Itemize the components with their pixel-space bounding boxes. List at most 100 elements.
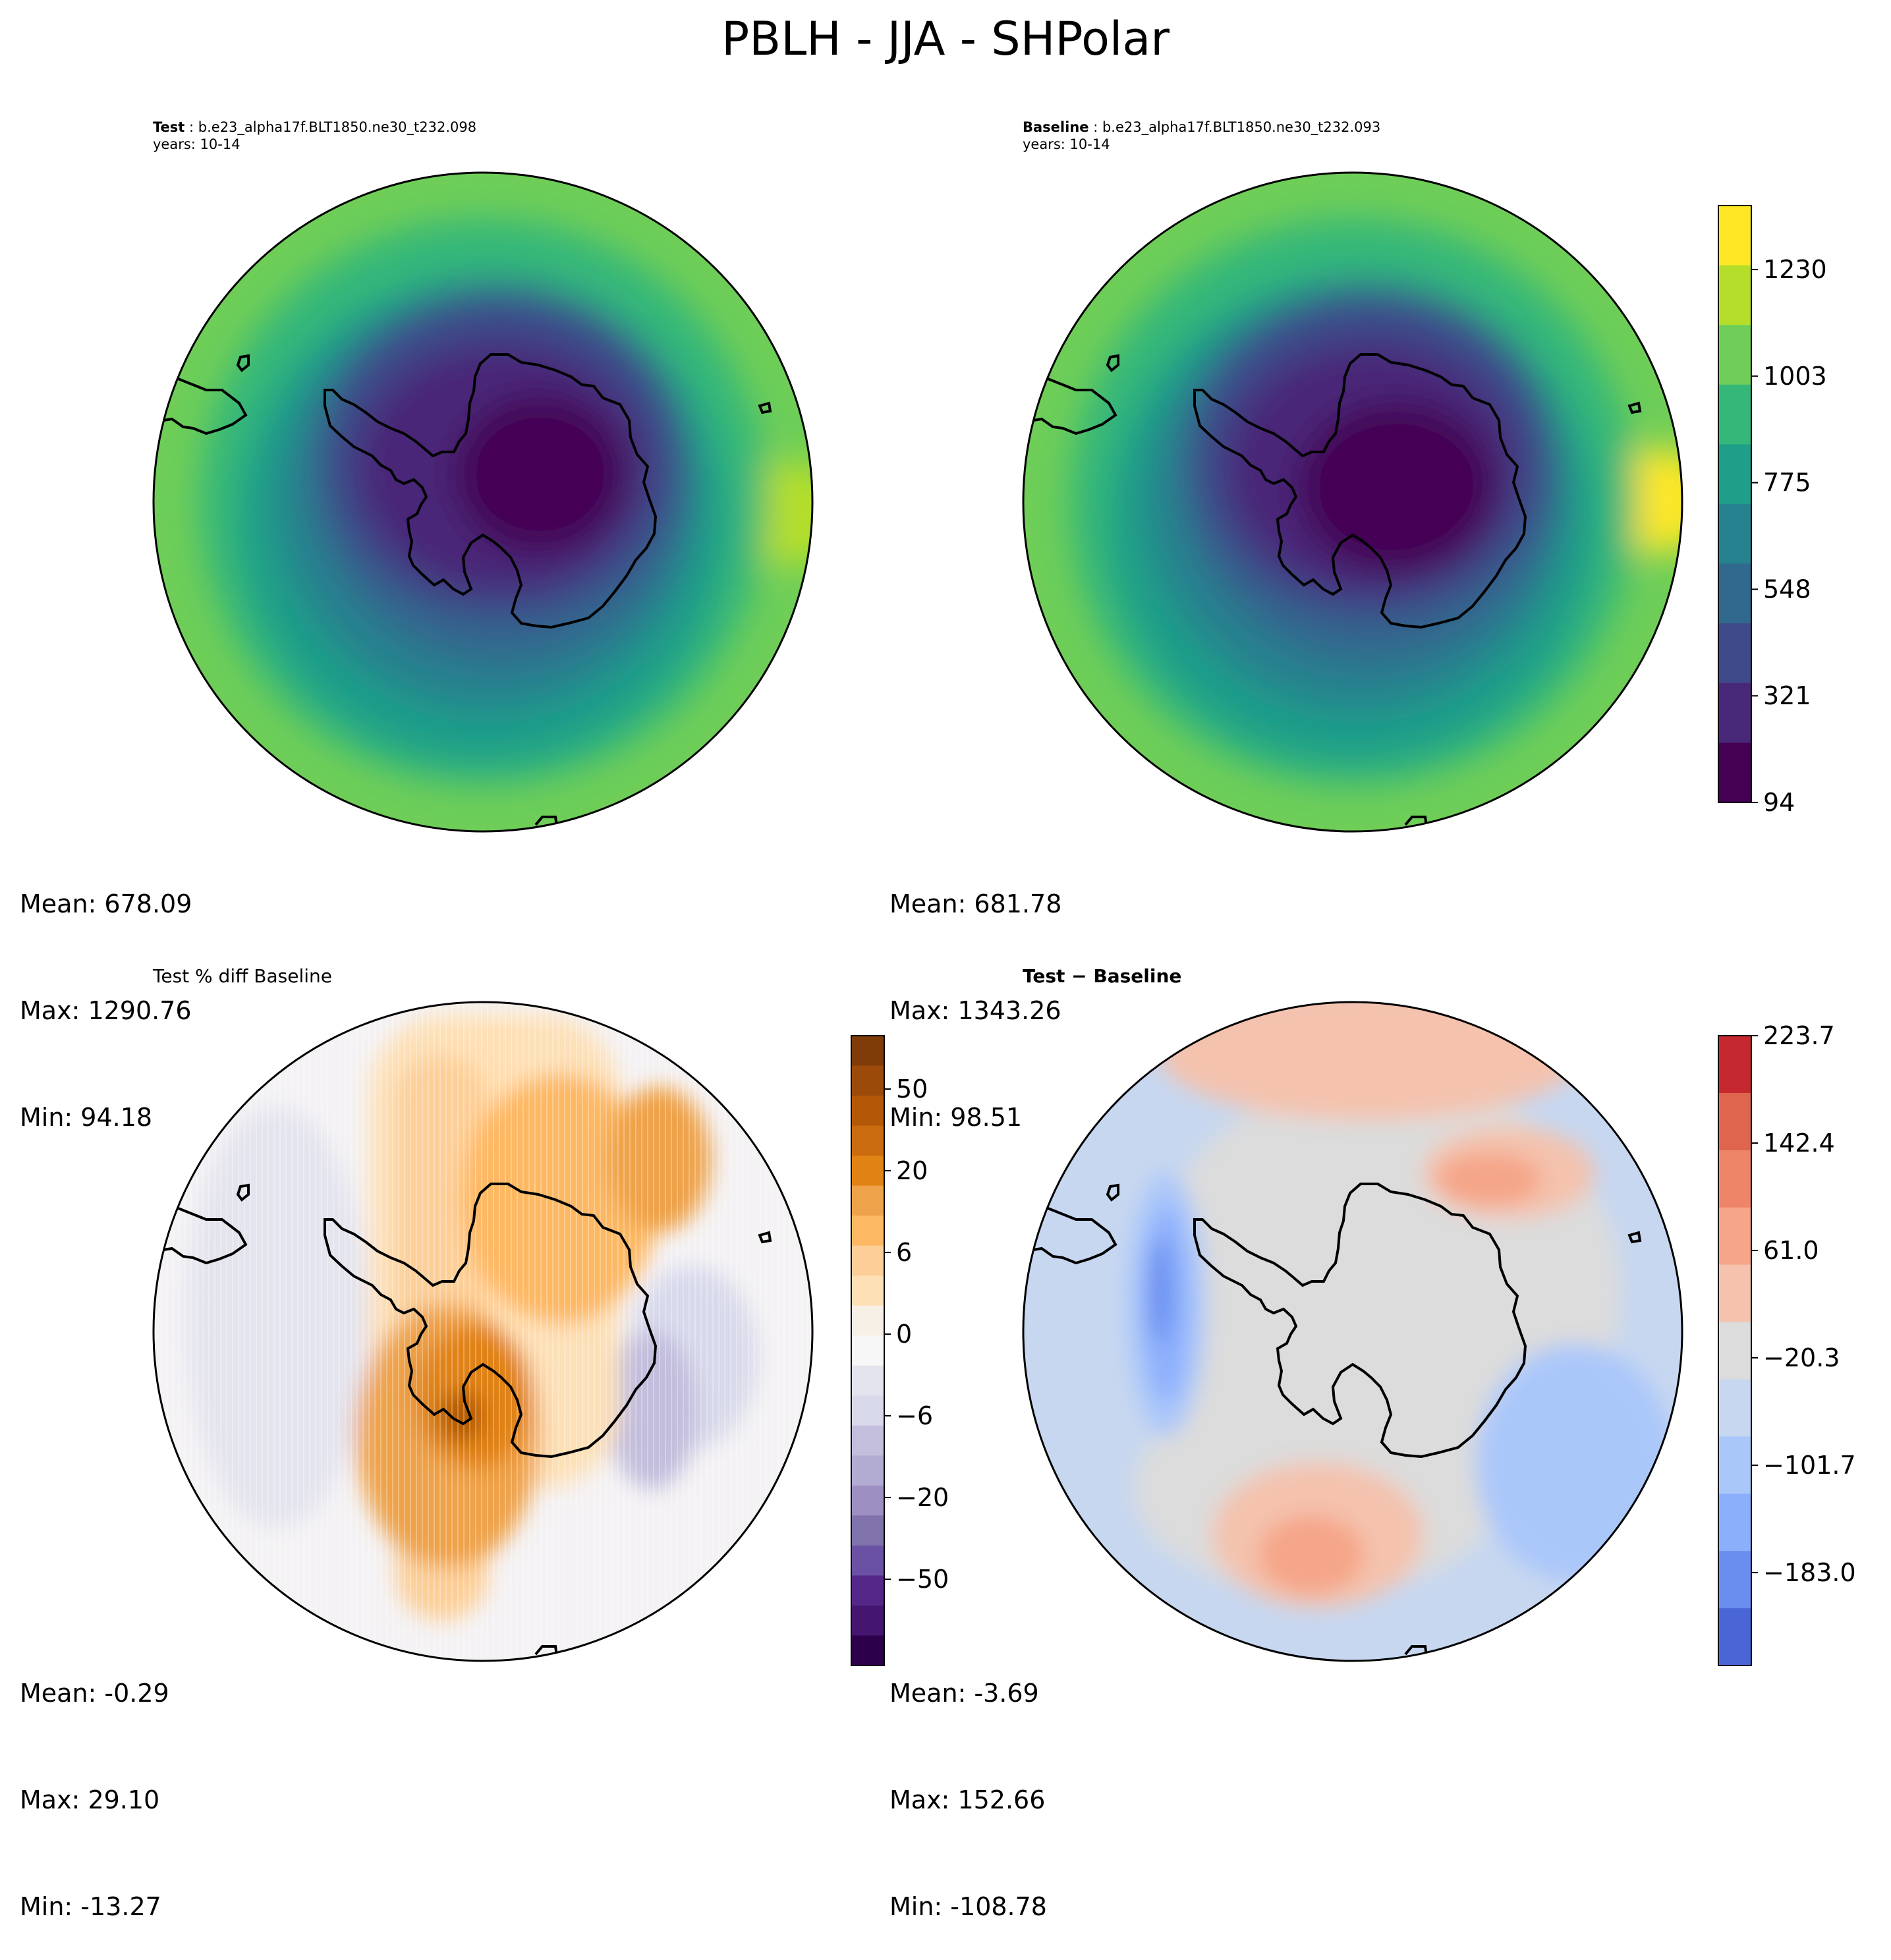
pctdiff-colorbar-segment — [851, 1305, 884, 1336]
baseline-max: Max: 1343.26 — [889, 996, 1061, 1025]
test-panel-title: Test : b.e23_alpha17f.BLT1850.ne30_t232.… — [153, 119, 477, 152]
test-years: years: 10-14 — [153, 136, 240, 152]
pctdiff-colorbar-tick-label: 20 — [896, 1156, 928, 1185]
pctdiff-colorbar-tick-label: −50 — [896, 1565, 949, 1594]
diff-negative-region — [1148, 1239, 1171, 1344]
baseline-min: Min: 98.51 — [889, 1103, 1023, 1132]
pctdiff-colorbar-segment — [851, 1545, 884, 1576]
pctdiff-colorbar-segment — [851, 1065, 884, 1096]
diff-colorbar-tick-label: 142.4 — [1763, 1129, 1835, 1158]
diff-map — [1022, 1001, 1683, 1662]
figure-title: PBLH - JJA - SHPolar — [721, 12, 1170, 66]
diff-min: Min: -108.78 — [889, 1892, 1047, 1921]
baseline-mean: Mean: 681.78 — [889, 889, 1062, 918]
pctdiff-min: Min: -13.27 — [20, 1892, 161, 1921]
pctdiff-max: Max: 29.10 — [20, 1785, 160, 1814]
diff-colorbar-segment — [1718, 1379, 1751, 1437]
pctdiff-colorbar-segment — [851, 1575, 884, 1606]
pctdiff-colorbar-segment — [851, 1156, 884, 1187]
test-mean: Mean: 678.09 — [20, 889, 192, 918]
shared-colorbar-segment — [1718, 265, 1751, 325]
baseline-stats: Mean: 681.78 Max: 1343.26 Min: 98.51 — [889, 815, 1061, 1171]
diff-colorbar-frame — [1718, 1035, 1752, 1666]
diff-colorbar-segment — [1718, 1436, 1751, 1494]
shared-colorbar-frame — [1718, 205, 1752, 803]
baseline-contour-band — [1298, 402, 1496, 573]
shared-colorbar-tick-label: 321 — [1763, 681, 1811, 710]
diff-colorbar-tick-label: 61.0 — [1763, 1236, 1819, 1265]
diff-colorbar-segment — [1718, 1036, 1751, 1094]
shared-colorbar-segment — [1718, 206, 1751, 266]
shared-colorbar-segment — [1718, 504, 1751, 565]
pctdiff-mean: Mean: -0.29 — [20, 1679, 169, 1708]
pctdiff-colorbar-segment — [851, 1515, 884, 1546]
pctdiff-colorbar-segment — [851, 1605, 884, 1636]
diff-colorbar-segment — [1718, 1494, 1751, 1552]
pctdiff-colorbar-segment — [851, 1036, 884, 1067]
diff-panel-title: Test − Baseline — [1023, 965, 1182, 987]
pctdiff-colorbar-tick-label: −20 — [896, 1483, 949, 1512]
diff-colorbar: 223.7 142.4 61.0 −20.3 −101.7 −183.0 — [1718, 1021, 1856, 1666]
pctdiff-colorbar-segment — [851, 1335, 884, 1366]
pctdiff-colorbar-segment — [851, 1635, 884, 1666]
baseline-map — [1022, 171, 1683, 833]
shared-colorbar-segment — [1718, 563, 1751, 624]
test-stats: Mean: 678.09 Max: 1290.76 Min: 94.18 — [20, 815, 192, 1171]
diff-map-boundary — [1022, 1001, 1683, 1662]
shared-colorbar-segment — [1718, 742, 1751, 803]
pctdiff-colorbar-segment — [851, 1125, 884, 1156]
diff-colorbar-tick-label: −101.7 — [1763, 1451, 1856, 1480]
pctdiff-colorbar-segment — [851, 1096, 884, 1127]
baseline-years: years: 10-14 — [1023, 136, 1110, 152]
shared-colorbar-segment — [1718, 683, 1751, 743]
pctdiff-colorbar-frame — [851, 1035, 885, 1666]
pctdiff-colorbar-segment — [851, 1395, 884, 1426]
test-min: Min: 94.18 — [20, 1103, 153, 1132]
shared-colorbar-tick-label: 1230 — [1763, 255, 1827, 284]
diff-positive-region — [1436, 1153, 1542, 1206]
pctdiff-colorbar-tick-label: 0 — [896, 1320, 912, 1349]
baseline-map-boundary — [1022, 171, 1683, 833]
pctdiff-colorbar-segment — [851, 1216, 884, 1246]
test-label: Test — [153, 119, 185, 135]
pctdiff-colorbar-tick-label: −6 — [896, 1401, 933, 1430]
pctdiff-colorbar-segment — [851, 1485, 884, 1516]
shared-colorbar: 94 321 548 775 1003 1230 — [1718, 205, 1827, 817]
pctdiff-colorbar: 50 20 6 0 −6 −20 −50 — [851, 1035, 949, 1666]
baseline-panel-title: Baseline : b.e23_alpha17f.BLT1850.ne30_t… — [1023, 119, 1381, 152]
diff-colorbar-segment — [1718, 1608, 1751, 1666]
pctdiff-colorbar-segment — [851, 1455, 884, 1486]
shared-colorbar-tick-label: 94 — [1763, 788, 1795, 817]
pctdiff-colorbar-tick-label: 6 — [896, 1238, 912, 1267]
pctdiff-colorbar-segment — [851, 1425, 884, 1456]
diff-positive-region — [1160, 1002, 1581, 1120]
shared-colorbar-segment — [1718, 444, 1751, 505]
pctdiff-colorbar-segment — [851, 1185, 884, 1216]
diff-positive-region — [1258, 1515, 1364, 1594]
shared-colorbar-segment — [1718, 325, 1751, 385]
pctdiff-map-boundary — [152, 1001, 814, 1662]
diff-colorbar-segment — [1718, 1322, 1751, 1380]
shared-colorbar-segment — [1718, 384, 1751, 445]
pctdiff-hatching — [154, 1002, 812, 1661]
diff-colorbar-segment — [1718, 1150, 1751, 1208]
figure-canvas: 94 321 548 775 1003 1230 50 20 6 0 −6 −20 −50 223.7… — [152, 171, 1856, 1666]
diff-colorbar-tick-label: 223.7 — [1763, 1021, 1835, 1050]
pctdiff-panel-title: Test % diff Baseline — [153, 965, 333, 987]
test-case-name: b.e23_alpha17f.BLT1850.ne30_t232.098 — [198, 119, 477, 135]
diff-colorbar-segment — [1718, 1207, 1751, 1266]
shared-colorbar-tick-label: 548 — [1763, 574, 1811, 603]
shared-colorbar-segment — [1718, 623, 1751, 684]
diff-max: Max: 152.66 — [889, 1785, 1046, 1814]
pctdiff-map — [152, 1001, 814, 1662]
diff-colorbar-tick-label: −20.3 — [1763, 1343, 1840, 1372]
shared-colorbar-tick-label: 775 — [1763, 468, 1811, 497]
test-map — [152, 171, 814, 833]
diff-colorbar-tick-label: −183.0 — [1763, 1558, 1856, 1587]
shared-colorbar-tick-label: 1003 — [1763, 362, 1827, 391]
diff-negative-region — [1476, 1344, 1674, 1581]
test-contour-band — [455, 395, 626, 553]
baseline-case-name: b.e23_alpha17f.BLT1850.ne30_t232.093 — [1102, 119, 1381, 135]
diff-colorbar-segment — [1718, 1264, 1751, 1323]
test-max: Max: 1290.76 — [20, 996, 192, 1025]
